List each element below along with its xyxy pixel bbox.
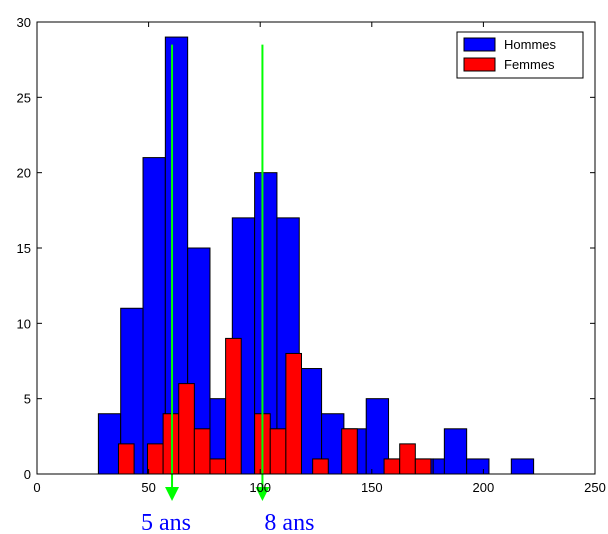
annotation-label: 5 ans: [141, 510, 191, 534]
bar-femmes-9: [285, 352, 302, 475]
annotation-arrow-head: [165, 487, 180, 501]
y-tick-label: 5: [24, 392, 31, 407]
legend-swatch-hommes: [463, 37, 496, 52]
bar-femmes-12: [383, 458, 401, 475]
bar-femmes-1: [146, 443, 164, 475]
y-tick-label: 10: [17, 316, 31, 331]
bar-hommes-18: [510, 458, 535, 475]
bar-femmes-3: [178, 383, 195, 475]
annotation-labels: 5 ans 8 ans: [141, 510, 314, 534]
annotation-label: 8 ans: [264, 510, 314, 534]
legend-label-hommes: Hommes: [504, 37, 557, 52]
y-tick-label: 30: [17, 15, 31, 30]
x-tick-label: 100: [249, 480, 271, 495]
annotation-arrows: [165, 44, 270, 501]
bar-femmes-10: [312, 458, 329, 475]
x-tick-label: 250: [584, 480, 606, 495]
bar-hommes-2: [142, 157, 166, 475]
bar-femmes-5: [209, 458, 227, 475]
x-tick-label: 150: [361, 480, 383, 495]
legend-swatch-femmes: [463, 57, 496, 72]
y-tick-label: 0: [24, 467, 31, 482]
bar-femmes-4: [193, 428, 211, 475]
y-tick-label: 25: [17, 90, 31, 105]
bar-hommes-9: [298, 368, 323, 475]
bar-hommes-16: [443, 428, 468, 475]
axis-ticks: 0 50 100 150 200 250 0 5 10 15 20 25 30: [17, 15, 606, 495]
bar-femmes-11: [341, 428, 358, 475]
annotation-arrow-head: [255, 487, 270, 501]
bar-femmes-0: [117, 443, 135, 475]
bar-hommes-0: [97, 413, 122, 475]
x-tick-label: 50: [141, 480, 155, 495]
legend: Hommes Femmes: [456, 31, 584, 79]
bar-femmes-2: [162, 413, 180, 475]
bar-hommes-17: [466, 458, 490, 475]
bar-femmes-13: [399, 443, 416, 475]
bar-femmes-6: [225, 337, 242, 475]
legend-label-femmes: Femmes: [504, 57, 555, 72]
y-tick-label: 20: [17, 166, 31, 181]
y-tick-label: 15: [17, 241, 31, 256]
bar-femmes-14: [414, 458, 432, 475]
x-tick-label: 0: [33, 480, 40, 495]
x-tick-label: 200: [473, 480, 495, 495]
bar-femmes-8: [269, 428, 287, 475]
bars-layer: [97, 36, 535, 475]
